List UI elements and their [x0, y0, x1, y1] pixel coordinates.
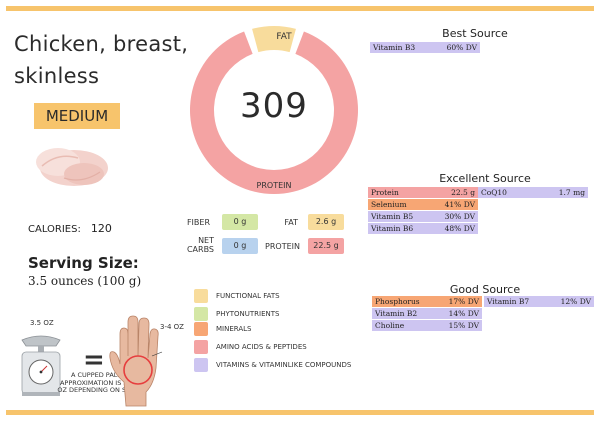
nutrient-row-vitamin-b3: Vitamin B3 60% DV — [370, 42, 480, 53]
fiber-label: FIBER — [186, 218, 210, 227]
nutrient-value: 41% DV — [444, 200, 475, 209]
calories-label: CALORIES: — [28, 224, 81, 235]
kitchen-scale-icon — [21, 335, 61, 396]
fat-value: 2.6 g — [308, 214, 344, 230]
nutrient-value: 17% DV — [448, 297, 479, 306]
nutrient-name: Phosphorus — [375, 297, 420, 306]
nutrient-value: 60% DV — [446, 43, 477, 52]
nutrient-row-protein: Protein 22.5 g — [368, 187, 478, 198]
nutrient-row-vitamin-b6: Vitamin B6 48% DV — [368, 223, 478, 234]
nutrient-value: 15% DV — [448, 321, 479, 330]
macro-donut — [190, 25, 358, 194]
top-accent-bar — [6, 6, 594, 11]
hand-label: 3-4 OZ — [160, 323, 184, 331]
good-source-title: Good Source — [449, 283, 521, 296]
protein-label: PROTEIN — [265, 242, 300, 251]
nutrient-row-choline: Choline 15% DV — [372, 320, 482, 331]
scale-label: 3.5 OZ — [30, 319, 54, 327]
legend-label: VITAMINS & VITAMINLIKE COMPOUNDS — [216, 361, 352, 369]
nutrient-name: Protein — [371, 188, 399, 197]
legend-swatch — [194, 358, 208, 372]
net-carbs-label-line1: NET — [198, 236, 214, 245]
legend-swatch — [194, 322, 208, 336]
legend-swatch — [194, 307, 208, 321]
net-carbs-label-line2: CARBS — [186, 245, 214, 254]
calories-value: 120 — [90, 222, 112, 235]
serving-size-value: 3.5 ounces (100 g) — [28, 274, 142, 288]
chicken-breast-icon — [36, 148, 108, 186]
palm-note: A CUPPED PALM APPROXIMATION IS 3-4 OZ DE… — [57, 371, 137, 394]
nutrient-name: Vitamin B2 — [375, 309, 418, 318]
legend-label: PHYTONUTRIENTS — [216, 310, 280, 318]
cupped-palm-icon — [109, 315, 163, 407]
legend-label: AMINO ACIDS & PEPTIDES — [216, 343, 307, 351]
nutrient-value: 12% DV — [560, 297, 591, 306]
nutrient-name: Vitamin B3 — [373, 43, 416, 52]
excellent-source-title: Excellent Source — [439, 172, 531, 185]
level-badge: MEDIUM — [34, 103, 120, 129]
calories-row: CALORIES: 120 — [28, 222, 112, 235]
fat-label: FAT — [284, 218, 298, 227]
legend-label: FUNCTIONAL FATS — [216, 292, 280, 300]
donut-protein-segment — [190, 31, 358, 194]
nutrient-name: Vitamin B7 — [487, 297, 530, 306]
nutrient-value: 48% DV — [444, 224, 475, 233]
nutrient-name: Choline — [375, 321, 405, 330]
net-carbs-value: 0 g — [222, 238, 258, 254]
protein-value: 22.5 g — [308, 238, 344, 254]
fiber-value: 0 g — [222, 214, 258, 230]
nutrient-name: Selenium — [371, 200, 407, 209]
nutrient-row-vitamin-b2: Vitamin B2 14% DV — [372, 308, 482, 319]
nutrient-value: 14% DV — [448, 309, 479, 318]
nutrient-row-selenium: Selenium 41% DV — [368, 199, 478, 210]
bottom-accent-bar — [6, 410, 594, 415]
nutrient-name: Vitamin B6 — [371, 224, 414, 233]
net-carbs-label: NET CARBS — [172, 236, 214, 254]
nutrient-name: Vitamin B5 — [371, 212, 414, 221]
legend-swatch — [194, 340, 208, 354]
nutrient-row-coq10: CoQ10 1.7 mg — [478, 187, 588, 198]
nutrient-value: 1.7 mg — [558, 188, 585, 197]
legend-label: MINERALS — [216, 325, 252, 333]
donut-fat-label: FAT — [276, 32, 292, 42]
legend-swatch — [194, 289, 208, 303]
nutrient-row-phosphorus: Phosphorus 17% DV — [372, 296, 482, 307]
serving-size-title: Serving Size: — [28, 254, 139, 272]
nutrient-value: 22.5 g — [451, 188, 475, 197]
nutrient-value: 30% DV — [444, 212, 475, 221]
nutrient-row-vitamin-b7: Vitamin B7 12% DV — [484, 296, 594, 307]
donut-protein-label: PROTEIN — [256, 181, 292, 190]
donut-center-value: 309 — [240, 86, 308, 126]
food-title: Chicken, breast, skinless — [14, 32, 189, 88]
nutrient-name: CoQ10 — [481, 188, 507, 197]
nutrient-row-vitamin-b5: Vitamin B5 30% DV — [368, 211, 478, 222]
donut-fat-segment — [252, 25, 296, 53]
best-source-title: Best Source — [442, 27, 508, 40]
equals-sign: = — [83, 345, 105, 375]
